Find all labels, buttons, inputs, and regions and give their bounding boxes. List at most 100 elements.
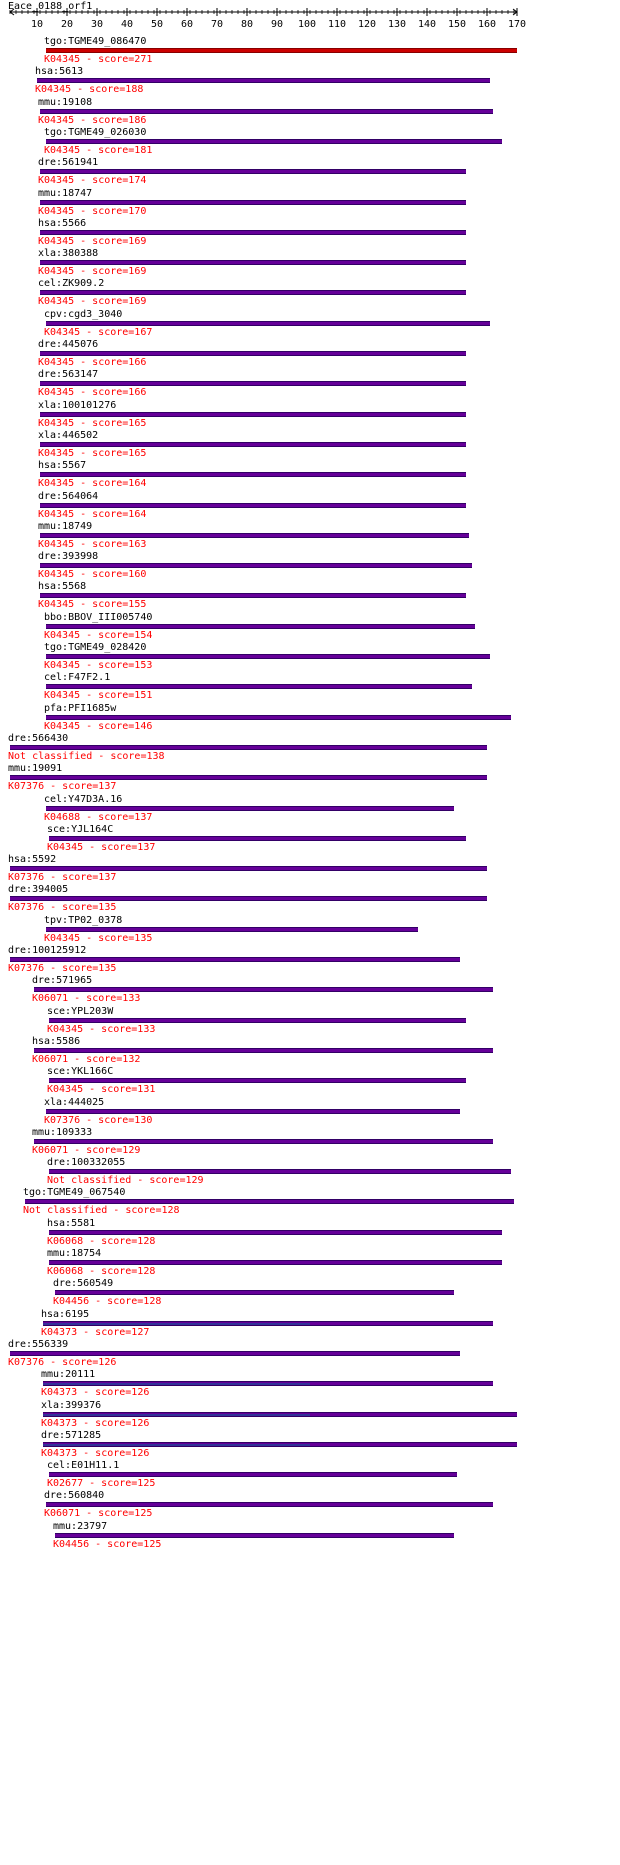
hit-name[interactable]: hsa:6195 bbox=[41, 1308, 90, 1320]
alignment-bar[interactable] bbox=[49, 1229, 502, 1235]
alignment-bar[interactable] bbox=[49, 1472, 457, 1478]
hit-score-label[interactable]: K04345 - score=170 bbox=[38, 205, 147, 217]
hit-row[interactable]: hsa:5566 K04345 - score=169 bbox=[0, 218, 620, 248]
hit-score-label[interactable]: K04345 - score=151 bbox=[44, 690, 153, 702]
hit-score-label[interactable]: Not classified - score=129 bbox=[47, 1175, 204, 1187]
alignment-bar[interactable] bbox=[46, 654, 490, 659]
hit-row[interactable]: dre:560549 K04456 - score=128 bbox=[0, 1278, 620, 1308]
hit-row[interactable]: hsa:5581 K06068 - score=128 bbox=[0, 1218, 620, 1248]
hit-score-label[interactable]: K04688 - score=137 bbox=[44, 811, 153, 823]
alignment-bar[interactable] bbox=[49, 1017, 466, 1023]
hit-row[interactable]: cpv:cgd3_3040 K04345 - score=167 bbox=[0, 309, 620, 339]
hit-score-label[interactable]: K04345 - score=169 bbox=[38, 266, 147, 278]
hit-score-label[interactable]: K04373 - score=126 bbox=[41, 1417, 150, 1429]
hit-name[interactable]: mmu:109333 bbox=[32, 1126, 93, 1138]
alignment-bar[interactable] bbox=[46, 684, 472, 690]
hit-name[interactable]: sce:YKL166C bbox=[47, 1066, 114, 1078]
hit-score-label[interactable]: K04345 - score=166 bbox=[38, 387, 147, 399]
hit-name[interactable]: cel:ZK909.2 bbox=[38, 278, 105, 290]
hit-score-label[interactable]: K04345 - score=271 bbox=[44, 54, 153, 65]
hit-name[interactable]: tgo:TGME49_067540 bbox=[23, 1187, 126, 1199]
hit-name[interactable]: mmu:19108 bbox=[38, 96, 93, 108]
hit-name[interactable]: dre:393998 bbox=[38, 551, 99, 563]
hit-row[interactable]: cel:ZK909.2 K04345 - score=169 bbox=[0, 278, 620, 308]
hit-score-label[interactable]: K04345 - score=131 bbox=[47, 1084, 156, 1096]
alignment-bar[interactable] bbox=[40, 351, 466, 356]
alignment-bar[interactable] bbox=[40, 229, 466, 235]
hit-row[interactable]: tgo:TGME49_086470 K04345 - score=271 bbox=[0, 36, 620, 66]
hit-score-label[interactable]: K04345 - score=163 bbox=[38, 538, 147, 550]
hit-name[interactable]: dre:556339 bbox=[8, 1338, 69, 1350]
alignment-bar[interactable] bbox=[40, 532, 469, 538]
hit-name[interactable]: bbo:BBOV_III005740 bbox=[44, 611, 153, 623]
hit-score-label[interactable]: K04345 - score=146 bbox=[44, 720, 153, 732]
alignment-bar[interactable] bbox=[46, 1108, 460, 1114]
alignment-bar[interactable] bbox=[40, 441, 466, 447]
alignment-bar[interactable] bbox=[10, 744, 487, 750]
hit-name[interactable]: mmu:18747 bbox=[38, 187, 93, 199]
hit-row[interactable]: dre:561941 K04345 - score=174 bbox=[0, 157, 620, 187]
hit-row[interactable]: xla:446502 K04345 - score=165 bbox=[0, 430, 620, 460]
hit-name[interactable]: dre:571285 bbox=[41, 1429, 102, 1441]
hit-name[interactable]: tgo:TGME49_028420 bbox=[44, 642, 147, 653]
hit-row[interactable]: tgo:TGME49_067540 Not classified - score=… bbox=[0, 1187, 620, 1217]
alignment-bar[interactable] bbox=[40, 411, 466, 417]
alignment-bar[interactable] bbox=[55, 1290, 454, 1296]
hit-name[interactable]: tpv:TP02_0378 bbox=[44, 914, 123, 926]
hit-row[interactable]: cel:Y47D3A.16 K04688 - score=137 bbox=[0, 794, 620, 824]
alignment-bar[interactable] bbox=[34, 1047, 493, 1053]
alignment-bar[interactable] bbox=[40, 290, 466, 296]
hit-name[interactable]: xla:444025 bbox=[44, 1096, 105, 1108]
hit-name[interactable]: hsa:5613 bbox=[35, 66, 84, 78]
hit-name[interactable]: pfa:PFI1685w bbox=[44, 702, 117, 714]
hit-row[interactable]: hsa:5568 K04345 - score=155 bbox=[0, 581, 620, 611]
hit-row[interactable]: sce:YPL203W K04345 - score=133 bbox=[0, 1006, 620, 1036]
hit-name[interactable]: xla:380388 bbox=[38, 248, 99, 260]
alignment-bar[interactable] bbox=[40, 260, 466, 266]
alignment-bar[interactable] bbox=[49, 1169, 511, 1175]
hit-name[interactable]: mmu:18749 bbox=[38, 520, 93, 532]
hit-name[interactable]: hsa:5581 bbox=[47, 1217, 96, 1229]
alignment-bar[interactable] bbox=[40, 472, 466, 478]
hit-row[interactable]: dre:100125912 K07376 - score=135 bbox=[0, 945, 620, 975]
hit-score-label[interactable]: K04345 - score=164 bbox=[38, 478, 147, 490]
alignment-bar[interactable] bbox=[10, 1350, 460, 1356]
hit-score-label[interactable]: Not classified - score=138 bbox=[8, 750, 165, 762]
hit-name[interactable]: hsa:5592 bbox=[8, 854, 57, 866]
hit-score-label[interactable]: K07376 - score=135 bbox=[8, 902, 117, 914]
hit-name[interactable]: mmu:20111 bbox=[41, 1369, 96, 1381]
hit-name[interactable]: xla:100101276 bbox=[38, 399, 117, 411]
hit-name[interactable]: dre:394005 bbox=[8, 884, 69, 896]
hit-row[interactable]: mmu:20111 K04373 - score=126 bbox=[0, 1369, 620, 1399]
hit-name[interactable]: dre:560549 bbox=[53, 1278, 114, 1290]
hit-name[interactable]: dre:566430 bbox=[8, 732, 69, 744]
hit-score-label[interactable]: K07376 - score=135 bbox=[8, 963, 117, 974]
hit-row[interactable]: dre:556339 K07376 - score=126 bbox=[0, 1339, 620, 1369]
alignment-bar[interactable] bbox=[40, 199, 466, 205]
hit-score-label[interactable]: K04345 - score=137 bbox=[47, 841, 156, 853]
alignment-bar[interactable] bbox=[40, 502, 466, 508]
hit-score-label[interactable]: K04373 - score=126 bbox=[41, 1447, 150, 1459]
hit-row[interactable]: hsa:5567 K04345 - score=164 bbox=[0, 460, 620, 490]
hit-name[interactable]: sce:YJL164C bbox=[47, 823, 114, 835]
hit-row[interactable]: hsa:5592 K07376 - score=137 bbox=[0, 854, 620, 884]
hit-score-label[interactable]: K06071 - score=133 bbox=[32, 993, 141, 1005]
hit-name[interactable]: dre:571965 bbox=[32, 975, 93, 987]
alignment-bar[interactable] bbox=[46, 320, 490, 326]
hit-name[interactable]: xla:446502 bbox=[38, 429, 99, 441]
hit-row[interactable]: mmu:109333 K06071 - score=129 bbox=[0, 1127, 620, 1157]
hit-score-label[interactable]: K04345 - score=165 bbox=[38, 417, 147, 429]
hit-score-label[interactable]: K04345 - score=169 bbox=[38, 296, 147, 308]
hit-score-label[interactable]: K07376 - score=137 bbox=[8, 781, 117, 793]
hit-score-label[interactable]: K06068 - score=128 bbox=[47, 1266, 156, 1277]
hit-row[interactable]: mmu:18749 K04345 - score=163 bbox=[0, 521, 620, 551]
hit-score-label[interactable]: Not classified - score=128 bbox=[23, 1205, 180, 1217]
alignment-bar[interactable] bbox=[49, 1078, 466, 1084]
hit-row[interactable]: dre:100332055 Not classified - score=129 bbox=[0, 1157, 620, 1187]
hit-row[interactable]: hsa:5613 K04345 - score=188 bbox=[0, 66, 620, 96]
hit-score-label[interactable]: K06071 - score=125 bbox=[44, 1508, 153, 1520]
alignment-bar[interactable] bbox=[46, 138, 502, 144]
hit-name[interactable]: dre:100125912 bbox=[8, 945, 87, 956]
alignment-bar[interactable] bbox=[10, 957, 460, 962]
hit-name[interactable]: hsa:5567 bbox=[38, 460, 87, 472]
